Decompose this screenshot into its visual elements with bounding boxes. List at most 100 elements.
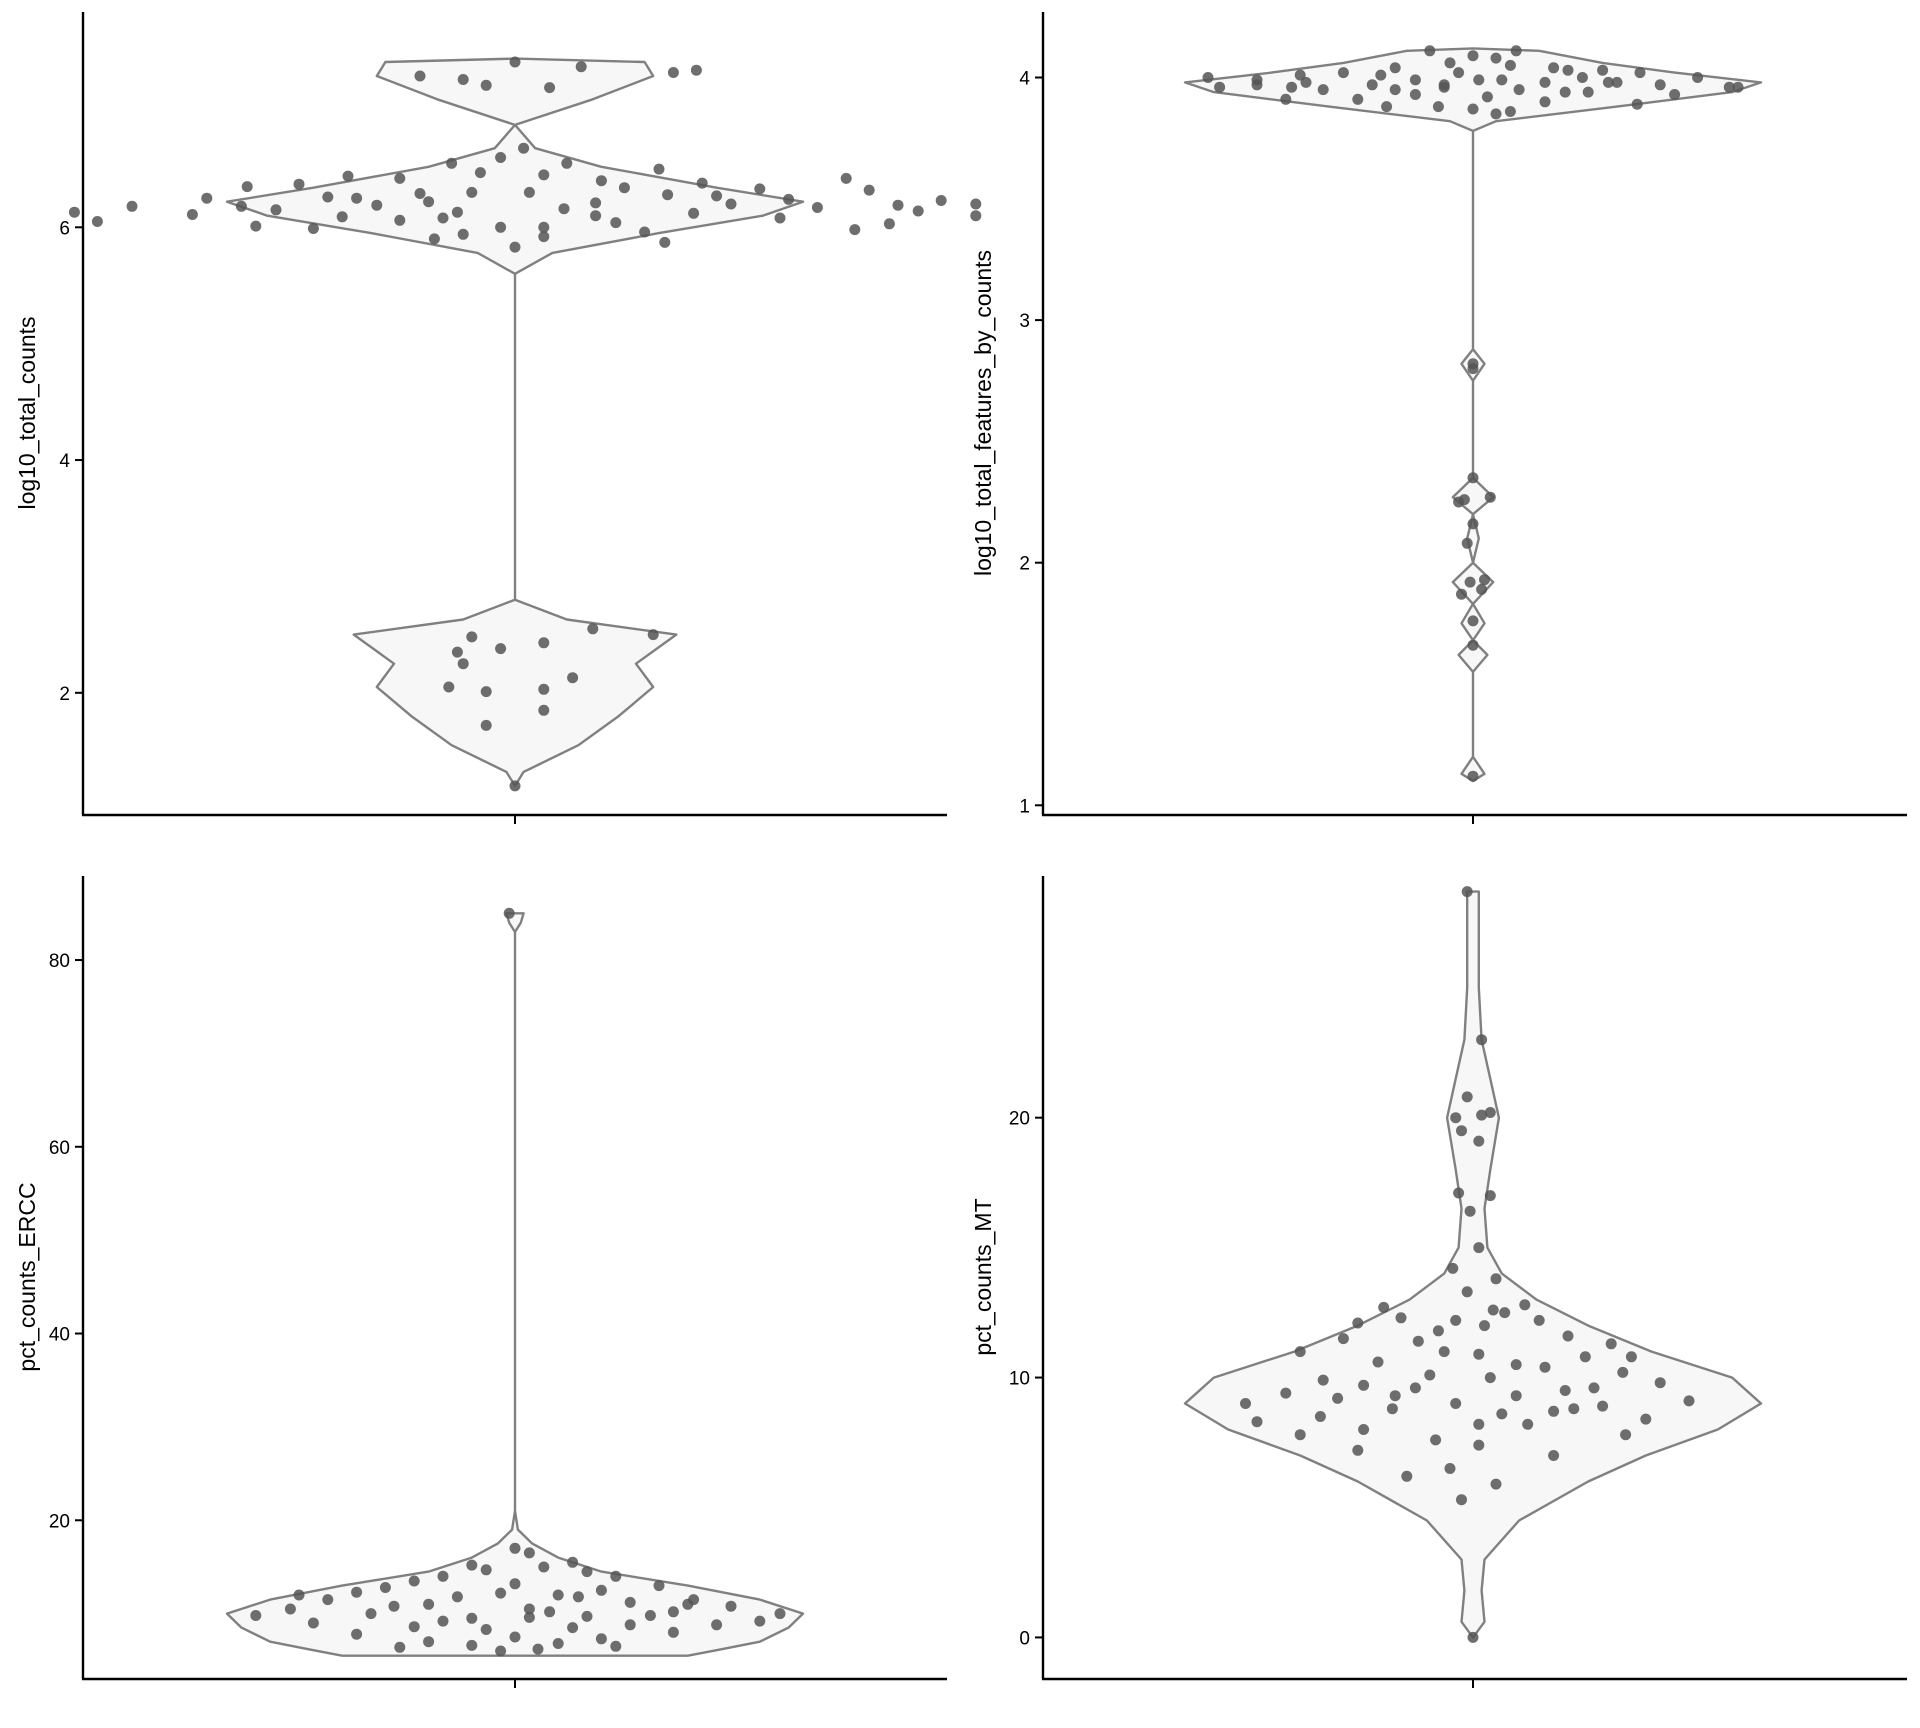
data-point	[595, 1633, 607, 1645]
data-point	[1461, 1091, 1473, 1103]
data-point	[1358, 1379, 1370, 1391]
data-point	[1484, 1190, 1496, 1202]
y-axis-title: log10_total_counts	[14, 316, 40, 509]
data-point	[1409, 74, 1421, 86]
data-point	[682, 1598, 694, 1610]
data-point	[423, 1636, 435, 1648]
data-point	[322, 191, 334, 203]
data-point	[235, 200, 247, 212]
data-point	[1453, 1187, 1465, 1199]
violin-panel-pct-mt: 0 10 20 pct_counts_MT	[970, 876, 1907, 1688]
data-point	[1202, 72, 1214, 83]
data-point	[711, 190, 723, 202]
data-point	[624, 1619, 636, 1631]
data-point	[863, 184, 875, 196]
data-point	[1467, 770, 1479, 782]
data-point	[293, 178, 305, 190]
data-point	[696, 177, 708, 189]
data-point	[538, 231, 550, 243]
data-point	[1533, 1314, 1545, 1326]
data-point	[1513, 84, 1525, 96]
data-point	[1412, 1335, 1424, 1347]
data-point	[1504, 106, 1516, 117]
data-point	[1444, 57, 1456, 69]
data-point	[307, 1617, 319, 1629]
data-point	[653, 163, 665, 175]
data-point	[725, 198, 737, 210]
data-point	[1504, 59, 1516, 71]
data-point	[892, 199, 904, 211]
data-point	[437, 212, 449, 224]
data-point	[451, 646, 463, 658]
data-point	[1496, 1408, 1508, 1420]
data-point	[466, 186, 478, 198]
data-point	[1625, 1351, 1637, 1363]
data-point	[1634, 67, 1646, 79]
data-point	[1568, 1403, 1580, 1415]
data-point	[457, 228, 469, 240]
data-point	[480, 686, 492, 698]
data-point	[1473, 1135, 1485, 1147]
data-point	[538, 704, 550, 716]
data-point	[1732, 81, 1744, 93]
data-point	[457, 658, 469, 670]
data-point	[1461, 1286, 1473, 1298]
data-point	[1450, 1398, 1462, 1409]
data-point	[250, 1610, 262, 1621]
data-point	[523, 1603, 535, 1615]
data-point	[466, 1639, 478, 1651]
data-point	[466, 631, 478, 643]
data-point	[587, 623, 599, 635]
y-tick-label: 4	[1019, 69, 1030, 90]
data-point	[446, 157, 458, 169]
y-axis-title: log10_total_features_by_counts	[970, 250, 996, 576]
data-point	[186, 209, 198, 220]
data-point	[581, 1566, 593, 1578]
data-point	[811, 202, 823, 213]
data-point	[284, 1603, 296, 1615]
data-point	[466, 1612, 478, 1624]
data-point	[1430, 1434, 1442, 1446]
data-point	[1467, 50, 1479, 62]
data-point	[558, 203, 570, 215]
data-point	[1473, 1348, 1485, 1360]
data-point	[970, 198, 982, 210]
data-point	[725, 1600, 737, 1612]
data-point	[495, 643, 507, 655]
data-point	[1395, 1312, 1407, 1324]
data-point	[495, 152, 507, 163]
data-point	[495, 221, 507, 233]
data-point	[1562, 1330, 1574, 1342]
data-point	[1479, 574, 1490, 586]
data-point	[1484, 1107, 1496, 1118]
data-point	[480, 1564, 492, 1576]
data-point	[523, 1547, 535, 1559]
data-point	[68, 206, 80, 218]
data-point	[1352, 1444, 1364, 1456]
data-point	[659, 236, 671, 248]
data-point	[270, 204, 282, 216]
data-point	[1481, 91, 1493, 103]
data-point	[1366, 79, 1378, 91]
data-point	[1654, 1377, 1666, 1389]
data-point	[644, 1610, 656, 1621]
data-point	[912, 205, 924, 217]
data-point	[126, 200, 138, 212]
data-point	[1692, 72, 1704, 83]
data-point	[581, 1610, 593, 1622]
data-point	[1461, 886, 1473, 898]
data-point	[1510, 45, 1522, 57]
data-point	[1479, 1320, 1490, 1332]
data-point	[1640, 1413, 1652, 1425]
data-point	[322, 1594, 334, 1606]
data-point	[1240, 1398, 1251, 1409]
data-point	[561, 157, 573, 169]
data-point	[1611, 76, 1623, 88]
data-point	[1597, 1400, 1609, 1412]
data-point	[509, 780, 521, 792]
data-point	[1476, 1034, 1488, 1046]
data-point	[1456, 1125, 1467, 1137]
data-point	[567, 1556, 579, 1568]
data-point	[495, 1645, 507, 1657]
data-point	[935, 195, 947, 206]
